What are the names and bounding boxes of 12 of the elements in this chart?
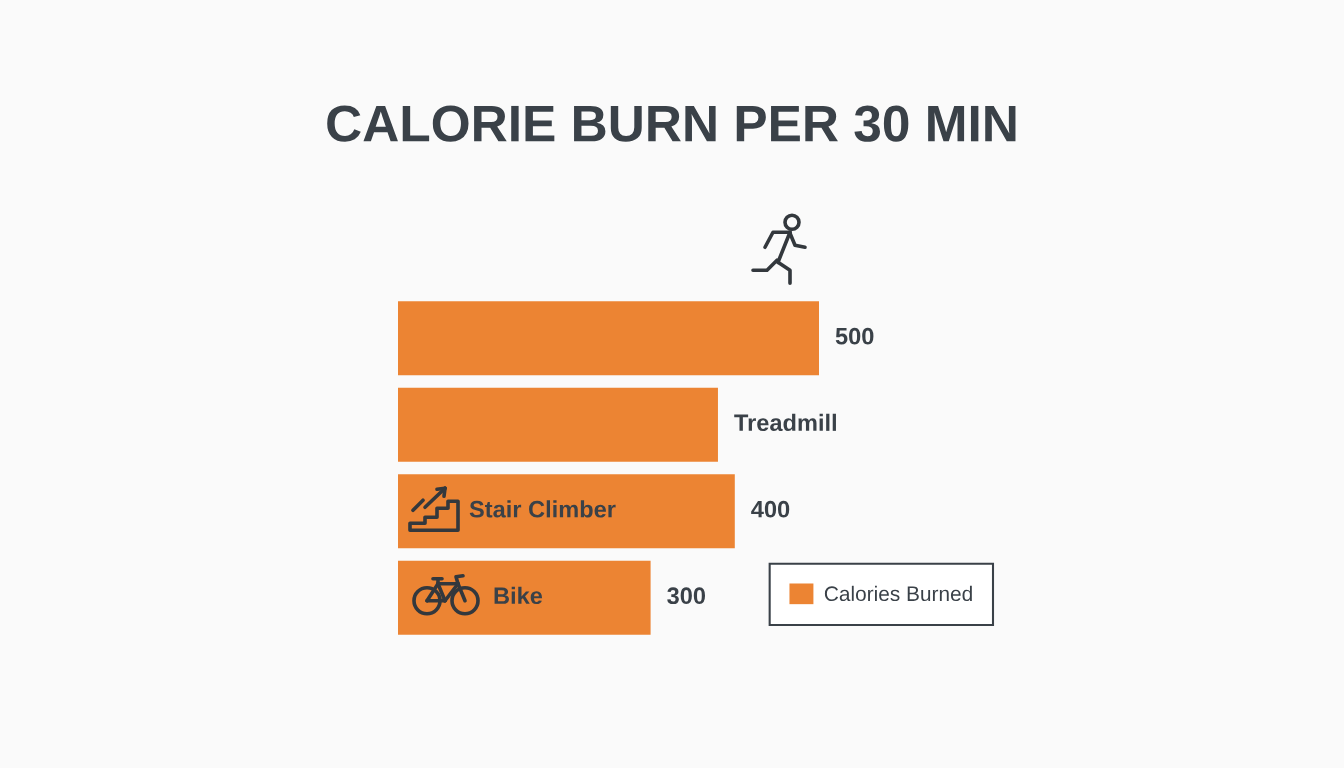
data-label: 500 (835, 327, 874, 345)
bar (398, 301, 819, 376)
bar (398, 474, 735, 549)
data-label: 300 (667, 587, 706, 605)
y-tick-label: Bike (494, 586, 543, 605)
y-tick-label: Treadmill (734, 413, 836, 432)
data-label: 400 (751, 500, 790, 518)
legend-label: Calories Burned (824, 585, 972, 602)
bar (398, 560, 651, 635)
y-tick-label: Stair Climber (469, 500, 616, 518)
chart-title: CALORIE BURN PER 30 MIN (327, 105, 1016, 142)
bar (398, 387, 718, 462)
